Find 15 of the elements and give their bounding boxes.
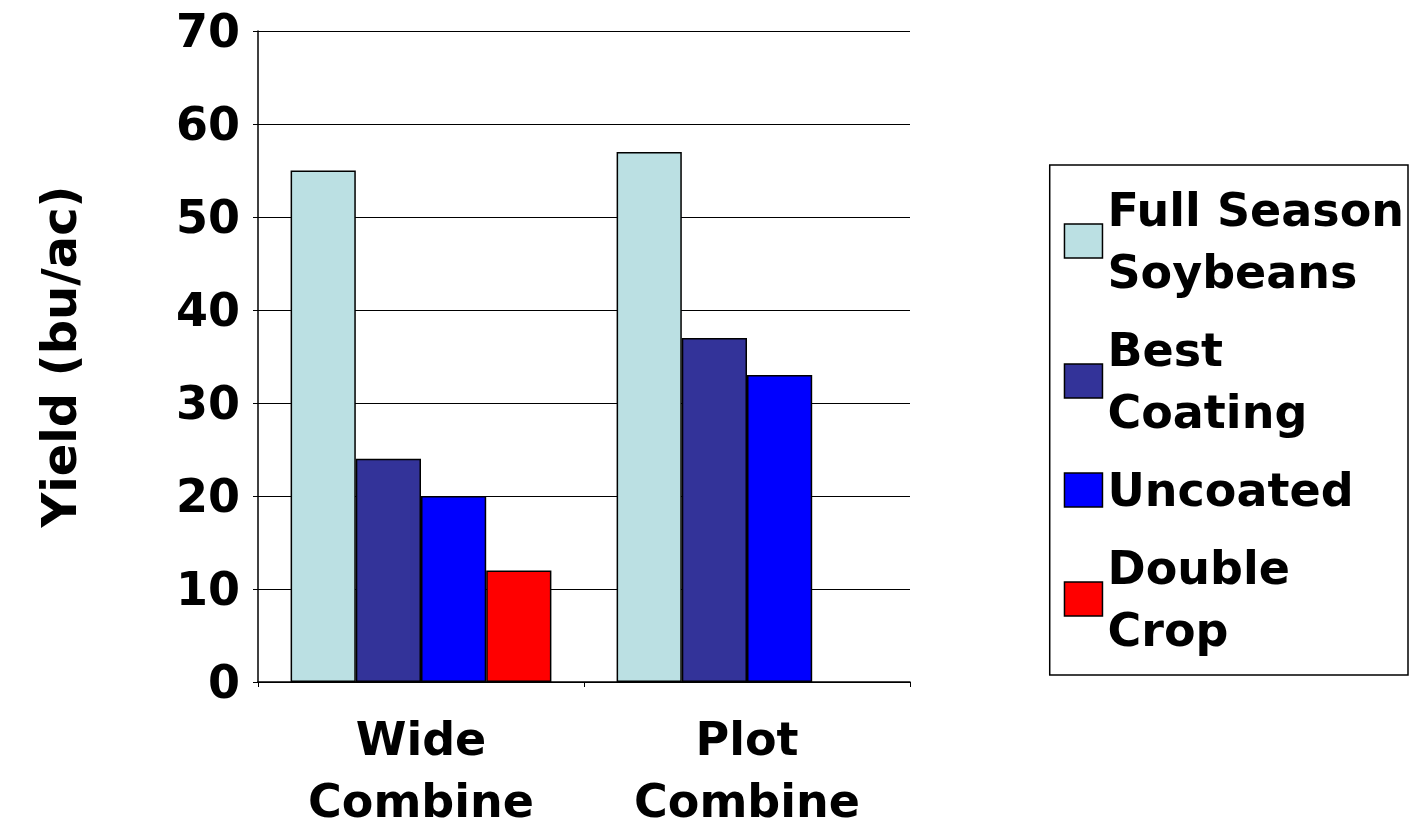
x-tick-label: Wide Combine (308, 712, 534, 828)
legend-label: Uncoated (1107, 463, 1354, 517)
y-tick-label: 50 (175, 190, 240, 244)
y-tick-label: 20 (175, 469, 240, 523)
legend-label: Best Coating (1107, 323, 1308, 439)
y-tick-label: 10 (175, 562, 240, 616)
x-tick-label: Plot Combine (634, 712, 860, 828)
y-axis-title: Yield (bu/ac) (31, 185, 87, 529)
y-tick-label: 30 (175, 376, 240, 430)
y-tick-label: 40 (175, 283, 240, 337)
legend-label: Full Season Soybeans (1107, 183, 1404, 299)
y-tick-label: 70 (175, 4, 240, 58)
y-tick-label: 0 (207, 655, 240, 709)
legend-label: Double Crop (1107, 541, 1290, 657)
y-tick-label: 60 (175, 97, 240, 151)
